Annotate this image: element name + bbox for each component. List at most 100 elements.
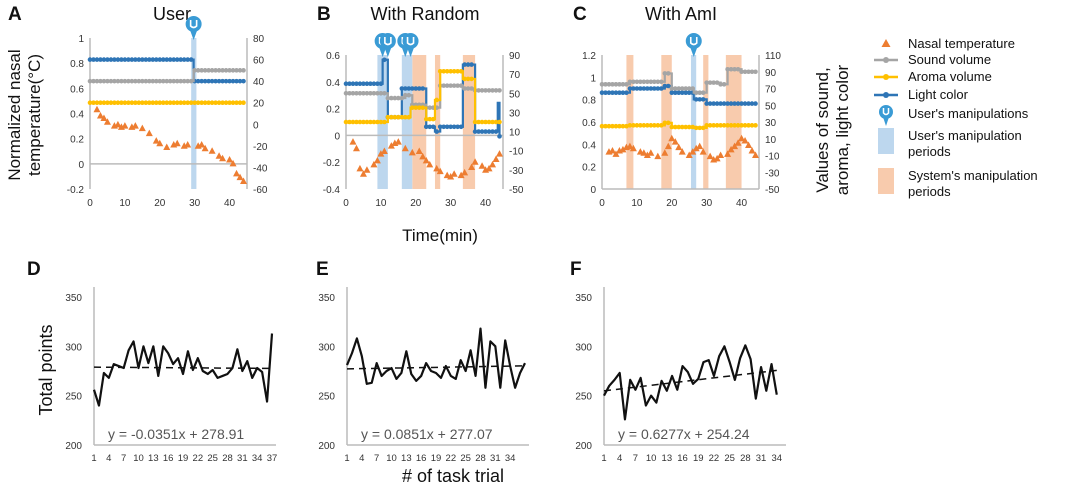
nasal-point [647,149,655,156]
nasal-point [741,136,749,144]
x-tick: 40 [736,198,748,209]
series-dot-sound-volume [707,80,713,85]
nasal-point [426,160,434,168]
y-tick-right: 30 [509,108,521,119]
nasal-point [387,142,395,149]
nasal-point [433,164,441,172]
series-dot-sound-volume [662,71,668,76]
user-manipulation-pin-tail-icon [689,46,698,57]
nasal-point [608,147,616,154]
x-tick: 10 [631,198,643,209]
series-dot-sound-volume [209,68,215,73]
series-dot-sound-volume [648,79,654,85]
series-dot-light-color [669,90,675,95]
series-dot-aroma-volume [368,119,373,125]
series-dot-sound-volume [441,83,446,88]
legend-label-0-0: Nasal temperature [908,36,1015,51]
series-dot-light-color [91,57,96,62]
series-dot-sound-volume [392,95,398,101]
series-dot-aroma-volume [101,100,107,106]
nasal-point [103,118,111,125]
y-tick-right: 70 [509,70,521,81]
series-dot-sound-volume [167,78,173,84]
series-dot-sound-volume [672,86,678,91]
y-tick-right: 10 [509,128,521,139]
series-dot-light-color [368,81,373,87]
y-tick: 200 [65,441,82,452]
series-dot-aroma-volume [437,68,443,74]
series-dot-sound-volume [126,78,131,84]
nasal-point [208,147,216,154]
nasal-point [468,163,476,171]
legend-label-4-0: User's manipulations [908,106,1029,121]
series-dot-aroma-volume [378,119,384,125]
series-dot-aroma-volume [385,114,391,120]
series-dot-aroma-volume [160,100,166,106]
x-tick: 10 [386,453,397,464]
nasal-point [457,171,465,179]
nasal-point [727,145,735,153]
panel-letter-d: D [27,259,41,280]
series-dot-sound-volume [206,68,211,73]
nasal-point [226,156,234,163]
x-tick: 7 [633,453,638,464]
x-tick: 20 [666,198,678,209]
series-dot-aroma-volume [147,100,152,106]
series-dot-sound-volume [739,69,744,75]
series-dot-sound-volume [185,78,190,84]
series-dot-aroma-volume [140,100,145,106]
series-dot-aroma-volume [714,123,720,128]
series-dot-sound-volume [160,78,166,84]
series-dot-aroma-volume [606,123,612,129]
y-tick: 350 [318,293,335,304]
series-dot-sound-volume [157,78,163,84]
nasal-point [731,142,739,150]
series-dot-aroma-volume [174,100,180,106]
y-label-top-right-line1: Values of sound, [813,67,832,192]
nasal-point [415,147,423,154]
series-dot-light-color [164,57,170,62]
series-dot-light-color [718,101,723,106]
series-dot-sound-volume [476,88,481,93]
user-manipulation-pin-glyph-icon [384,37,392,46]
x-tick: 31 [756,453,767,464]
x-tick: 28 [222,453,233,464]
series-dot-sound-volume [108,78,114,84]
series-dot-aroma-volume [209,100,215,106]
y-tick-left: 0.2 [582,163,596,174]
nasal-point [619,145,627,153]
series-dot-sound-volume [115,78,121,84]
series-dot-light-color [693,97,699,102]
user-manipulation-pin-glyph-icon [689,37,698,46]
series-dot-aroma-volume [444,68,450,74]
nasal-point [696,142,704,150]
y-tick-left: 1 [590,73,596,84]
y-tick: 200 [318,441,335,452]
series-dot-light-color [739,101,744,106]
series-dot-light-color [652,86,657,91]
nasal-point [373,156,381,164]
y-tick-right: 80 [253,34,265,45]
series-dot-light-color [662,83,668,89]
series-dot-sound-volume [91,78,96,84]
series-dot-aroma-volume [638,123,643,128]
series-dot-aroma-volume [108,100,114,106]
series-dot-aroma-volume [472,119,478,125]
nasal-point [745,141,753,148]
series-dot-sound-volume [364,90,370,96]
y-tick-right: -30 [509,166,524,177]
series-dot-light-color [711,101,716,106]
user-manipulation-pin-tail-icon [378,46,387,57]
series-dot-sound-volume [735,66,741,72]
series-dot-light-color [603,90,608,95]
series-dot-light-color [140,57,145,62]
series-dot-sound-volume [199,68,204,73]
series-dot-sound-volume [178,78,184,84]
series-dot-light-color [444,124,450,130]
nasal-point [689,148,697,155]
series-dot-light-color [343,81,349,87]
x-tick: 4 [617,453,622,464]
series-dot-sound-volume [599,82,605,87]
series-dot-aroma-volume [87,100,93,106]
series-dot-aroma-volume [195,100,201,106]
